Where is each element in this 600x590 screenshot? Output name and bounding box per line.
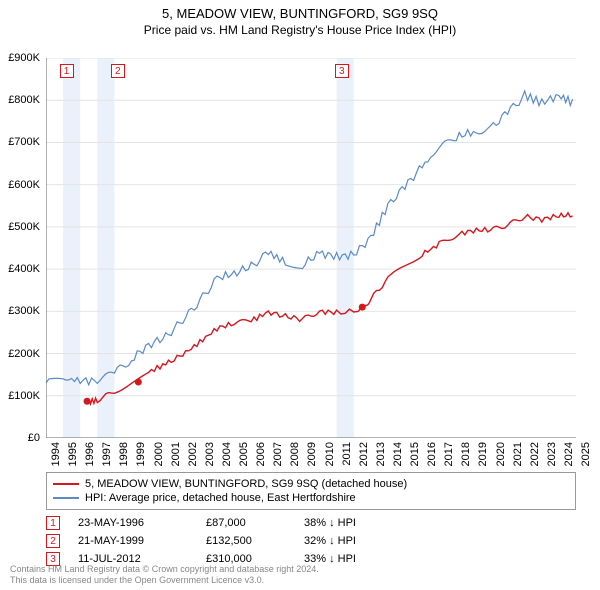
event-diff: 38% ↓ HPI [304, 517, 394, 529]
chart-subtitle: Price paid vs. HM Land Registry's House … [0, 21, 600, 37]
event-date: 23-MAY-1996 [78, 517, 188, 529]
x-axis-label: 2003 [204, 442, 216, 466]
y-axis-label: £900K [8, 52, 40, 64]
x-axis-label: 2013 [375, 442, 387, 466]
x-axis-label: 2022 [529, 442, 541, 466]
x-axis-label: 2015 [409, 442, 421, 466]
event-marker: 1 [46, 516, 60, 530]
legend-label: HPI: Average price, detached house, East… [85, 492, 356, 504]
x-axis-label: 2002 [187, 442, 199, 466]
x-axis-label: 2018 [460, 442, 472, 466]
event-row: 2 21-MAY-1999 £132,500 32% ↓ HPI [46, 532, 394, 550]
x-axis-label: 2007 [272, 442, 284, 466]
event-date: 21-MAY-1999 [78, 535, 188, 547]
x-axis-label: 2008 [289, 442, 301, 466]
y-axis-label: £400K [8, 263, 40, 275]
y-axis-label: £700K [8, 136, 40, 148]
chart-title: 5, MEADOW VIEW, BUNTINGFORD, SG9 9SQ [0, 0, 600, 21]
event-price: £87,000 [206, 517, 286, 529]
x-axis-label: 2017 [443, 442, 455, 466]
events-table: 1 23-MAY-1996 £87,000 38% ↓ HPI 2 21-MAY-1999… [46, 514, 394, 568]
legend-swatch [53, 497, 79, 499]
legend-swatch [53, 483, 79, 485]
footer-line2: This data is licensed under the Open Gov… [10, 575, 319, 586]
x-axis-label: 1997 [101, 442, 113, 466]
x-axis-label: 2025 [580, 442, 592, 466]
y-axis-label: £300K [8, 305, 40, 317]
event-marker: 2 [111, 64, 125, 78]
x-axis-label: 2006 [255, 442, 267, 466]
x-axis-label: 2019 [477, 442, 489, 466]
event-diff: 33% ↓ HPI [304, 553, 394, 565]
x-axis-label: 2021 [512, 442, 524, 466]
x-axis-label: 2014 [392, 442, 404, 466]
x-axis-label: 1999 [135, 442, 147, 466]
chart-svg [46, 58, 576, 438]
legend: 5, MEADOW VIEW, BUNTINGFORD, SG9 9SQ (de… [46, 472, 576, 510]
event-marker: 3 [335, 64, 349, 78]
x-axis-label: 2012 [358, 442, 370, 466]
footer-attribution: Contains HM Land Registry data © Crown c… [10, 564, 319, 586]
x-axis-label: 2010 [324, 442, 336, 466]
event-date: 11-JUL-2012 [78, 553, 188, 565]
x-axis-label: 2011 [341, 442, 353, 466]
chart-area: £0£100K£200K£300K£400K£500K£600K£700K£80… [46, 58, 576, 438]
event-marker: 1 [60, 64, 74, 78]
event-price: £132,500 [206, 535, 286, 547]
x-axis-label: 2005 [238, 442, 250, 466]
y-axis-label: £800K [8, 94, 40, 106]
event-marker: 2 [46, 534, 60, 548]
y-axis-label: £200K [8, 348, 40, 360]
y-axis-label: £100K [8, 390, 40, 402]
y-axis-label: £600K [8, 179, 40, 191]
x-axis-label: 2024 [563, 442, 575, 466]
x-axis-label: 2001 [170, 442, 182, 466]
x-axis-label: 1994 [50, 442, 62, 466]
y-axis-label: £500K [8, 221, 40, 233]
x-axis-label: 1996 [84, 442, 96, 466]
footer-line1: Contains HM Land Registry data © Crown c… [10, 564, 319, 575]
x-axis-label: 2020 [495, 442, 507, 466]
x-axis-label: 1998 [118, 442, 130, 466]
y-axis-label: £0 [28, 432, 40, 444]
x-axis-label: 2023 [546, 442, 558, 466]
x-axis-label: 2004 [221, 442, 233, 466]
legend-item: HPI: Average price, detached house, East… [53, 491, 569, 505]
x-axis-label: 2009 [306, 442, 318, 466]
x-axis-label: 2016 [426, 442, 438, 466]
x-axis-label: 1995 [67, 442, 79, 466]
x-axis-label: 2000 [153, 442, 165, 466]
legend-label: 5, MEADOW VIEW, BUNTINGFORD, SG9 9SQ (de… [85, 478, 407, 490]
event-row: 1 23-MAY-1996 £87,000 38% ↓ HPI [46, 514, 394, 532]
event-price: £310,000 [206, 553, 286, 565]
legend-item: 5, MEADOW VIEW, BUNTINGFORD, SG9 9SQ (de… [53, 477, 569, 491]
event-diff: 32% ↓ HPI [304, 535, 394, 547]
